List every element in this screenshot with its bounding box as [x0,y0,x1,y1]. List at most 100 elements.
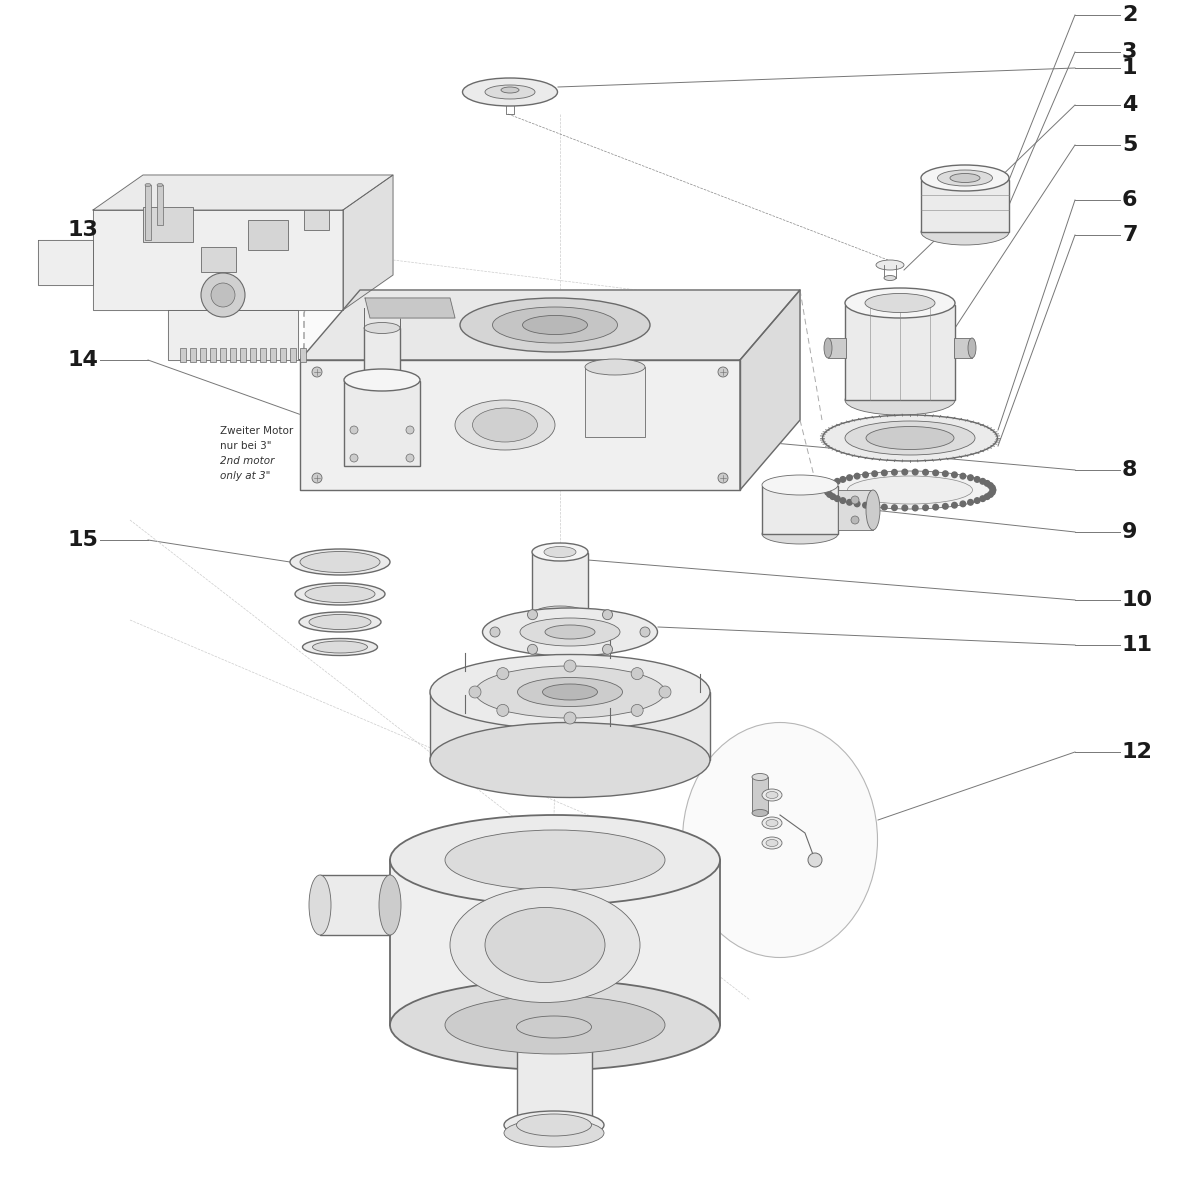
Circle shape [497,667,509,679]
Ellipse shape [762,475,838,494]
Ellipse shape [968,338,976,358]
Bar [143,206,193,242]
Ellipse shape [762,524,838,544]
Bar [390,860,720,1025]
Circle shape [932,504,938,510]
Ellipse shape [310,875,331,935]
Circle shape [827,492,833,497]
Polygon shape [365,298,455,318]
Text: 15: 15 [68,530,98,550]
Ellipse shape [922,164,1009,191]
Circle shape [967,499,973,505]
Circle shape [834,496,840,502]
Bar [240,348,246,362]
Ellipse shape [300,552,380,572]
Bar [290,348,296,362]
Circle shape [882,470,887,475]
Circle shape [497,704,509,716]
Text: 12: 12 [1122,742,1153,762]
Circle shape [312,473,322,482]
Ellipse shape [145,184,151,186]
Bar [828,338,846,358]
Circle shape [952,472,958,478]
Circle shape [967,475,973,480]
Ellipse shape [826,470,994,509]
Ellipse shape [430,722,710,798]
Ellipse shape [922,218,1009,245]
Circle shape [863,503,869,508]
Ellipse shape [305,586,374,602]
Ellipse shape [824,338,832,358]
Ellipse shape [516,1016,592,1038]
Circle shape [960,473,966,479]
Text: 5: 5 [1122,134,1138,155]
Ellipse shape [516,1114,592,1136]
Circle shape [564,712,576,724]
Circle shape [834,479,840,484]
Ellipse shape [950,174,980,182]
Circle shape [490,626,500,637]
Circle shape [988,482,994,488]
Ellipse shape [485,907,605,983]
Bar [344,382,420,466]
Ellipse shape [299,612,382,632]
Ellipse shape [822,415,997,461]
Circle shape [872,504,877,509]
Circle shape [718,367,728,377]
Ellipse shape [157,184,163,186]
Text: only at 3": only at 3" [220,470,270,481]
Polygon shape [343,175,394,310]
Ellipse shape [504,1118,604,1147]
Ellipse shape [390,815,720,905]
Circle shape [990,487,996,493]
Bar [145,185,151,240]
Circle shape [847,499,852,505]
Text: 8: 8 [1122,460,1138,480]
Bar [532,553,588,614]
Ellipse shape [542,684,598,700]
Circle shape [872,470,877,476]
Ellipse shape [290,550,390,575]
Text: 1: 1 [1122,58,1138,78]
Text: nur bei 3": nur bei 3" [220,440,271,451]
Ellipse shape [865,294,935,312]
Bar [300,348,306,362]
Ellipse shape [884,276,896,281]
Text: Zweiter Motor: Zweiter Motor [220,426,293,436]
Ellipse shape [545,625,595,638]
Text: 4: 4 [1122,95,1138,115]
Circle shape [932,470,938,475]
Text: 10: 10 [1122,590,1153,610]
Circle shape [980,496,985,502]
FancyBboxPatch shape [304,308,464,488]
Bar [954,338,972,358]
Ellipse shape [460,298,650,352]
Circle shape [960,502,966,506]
Ellipse shape [295,583,385,605]
Ellipse shape [866,426,954,450]
Circle shape [974,476,980,482]
Bar [280,348,286,362]
Circle shape [564,660,576,672]
Text: 7: 7 [1122,226,1138,245]
Ellipse shape [762,817,782,829]
Polygon shape [740,290,800,490]
Ellipse shape [482,608,658,656]
Text: 6: 6 [1122,190,1138,210]
Circle shape [912,505,918,511]
Polygon shape [168,310,298,360]
Bar [586,367,646,437]
Bar [922,180,1009,232]
Polygon shape [38,240,94,284]
Ellipse shape [312,641,367,653]
Circle shape [824,487,830,493]
Bar [248,220,288,250]
Circle shape [851,496,859,504]
Circle shape [528,610,538,619]
Ellipse shape [504,1111,604,1139]
Circle shape [202,272,245,317]
Circle shape [902,469,907,475]
Circle shape [974,498,980,503]
Text: 14: 14 [68,350,98,370]
Circle shape [854,502,860,506]
